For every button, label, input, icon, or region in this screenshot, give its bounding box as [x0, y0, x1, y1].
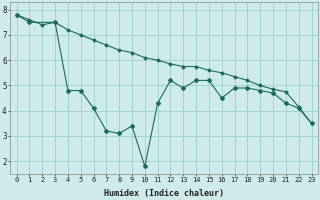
X-axis label: Humidex (Indice chaleur): Humidex (Indice chaleur)	[104, 189, 224, 198]
